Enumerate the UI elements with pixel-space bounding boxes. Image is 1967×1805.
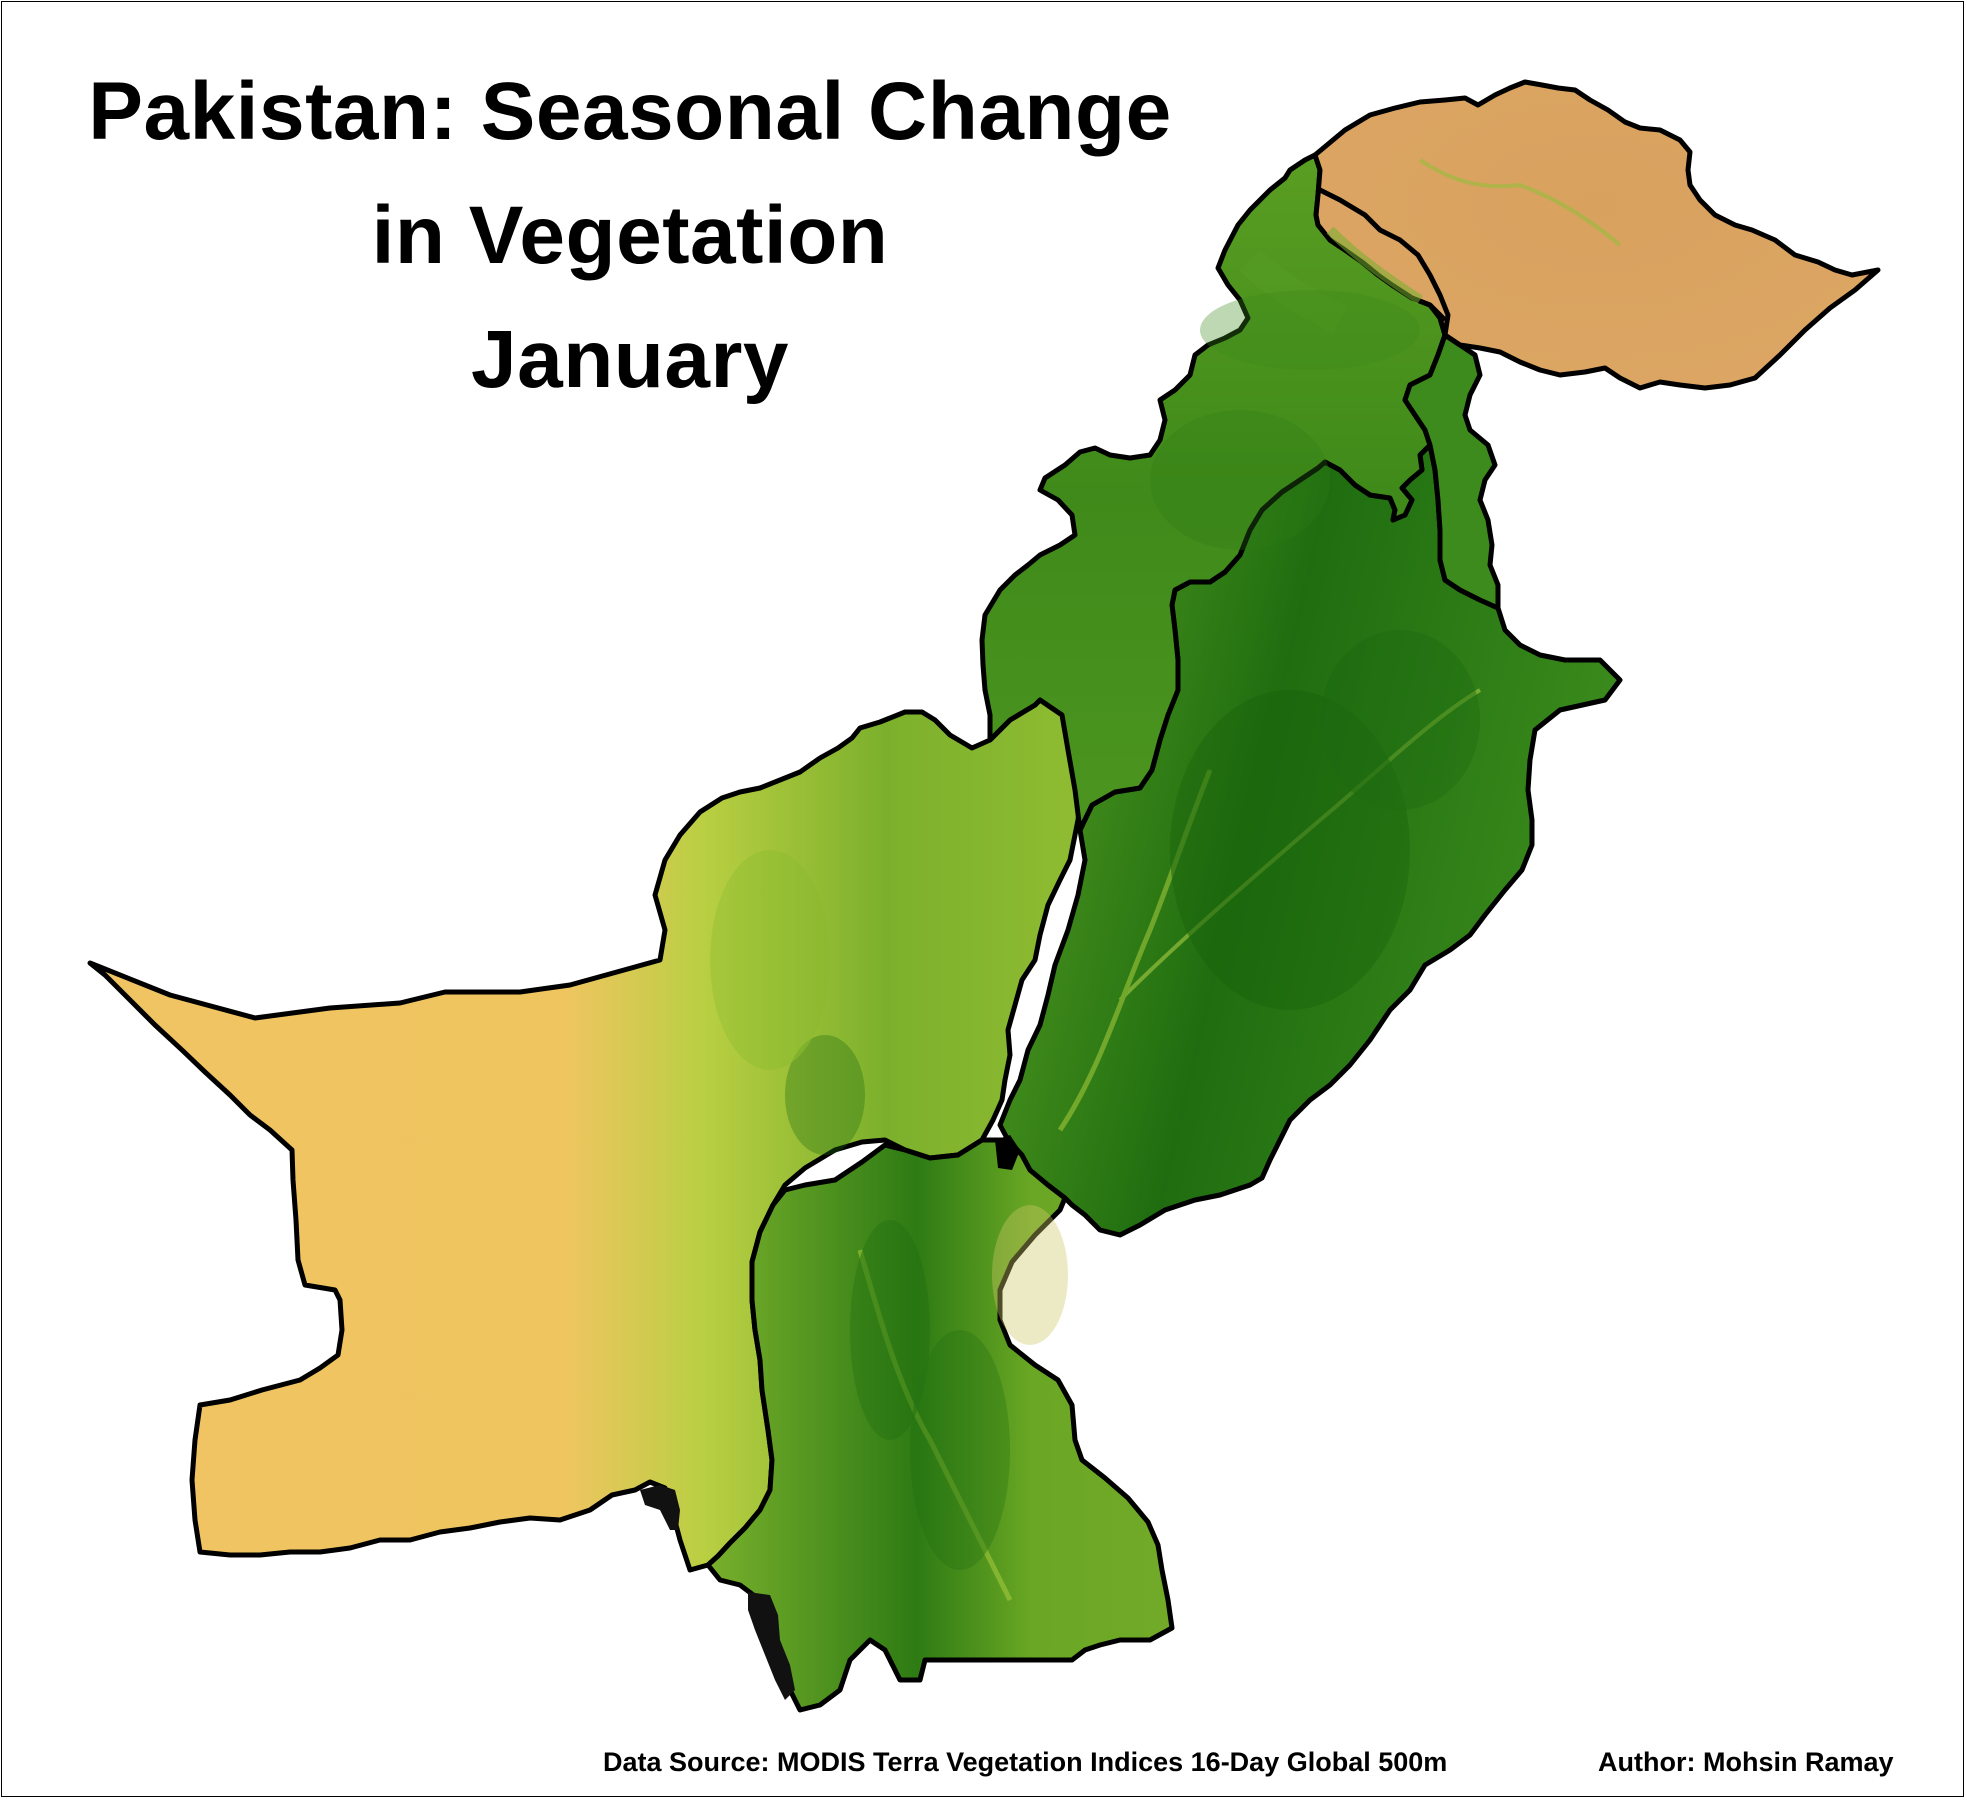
- data-source-credit: Data Source: MODIS Terra Vegetation Indi…: [603, 1747, 1448, 1777]
- region-gilgit-baltistan: [1312, 79, 1881, 391]
- region-azad-kashmir: [1402, 332, 1501, 611]
- coast-karachi: [748, 1592, 795, 1700]
- author-credit: Author: Mohsin Ramay: [1598, 1747, 1894, 1777]
- boundary-gb-inner: [1318, 187, 1451, 336]
- region-sindh: [705, 1137, 1175, 1713]
- map-title: Pakistan: Seasonal Change in Vegetation …: [0, 50, 1260, 422]
- reservoir-mark: [995, 1135, 1020, 1170]
- coast-hub: [640, 1485, 680, 1530]
- title-line-3: January: [470, 314, 789, 405]
- title-line-2: in Vegetation: [371, 190, 889, 281]
- title-line-1: Pakistan: Seasonal Change: [88, 66, 1172, 157]
- footer: Data Source: MODIS Terra Vegetation Indi…: [0, 1747, 1967, 1787]
- vegetation-texture: [710, 158, 1622, 1602]
